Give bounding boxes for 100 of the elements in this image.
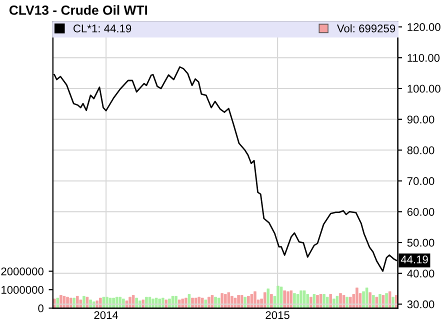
bar	[217, 298, 220, 308]
bar	[174, 296, 178, 308]
bar	[227, 292, 230, 308]
bar	[82, 296, 86, 308]
bar	[237, 295, 240, 308]
bar	[208, 296, 210, 308]
bar	[372, 295, 375, 308]
bar	[329, 294, 332, 308]
y2-tick-label: 60.00	[407, 208, 434, 216]
bar	[118, 296, 122, 308]
bar	[145, 296, 148, 308]
bar	[240, 295, 244, 308]
bar	[122, 298, 125, 308]
bar	[108, 298, 112, 308]
bar	[112, 298, 115, 308]
bar	[181, 298, 184, 308]
legend-label: CL*1: 44.19	[74, 24, 132, 32]
bar	[296, 294, 300, 308]
bar	[270, 294, 273, 308]
bar	[319, 294, 322, 308]
y2-tick-label: 120.00	[408, 23, 440, 32]
bar	[72, 298, 76, 308]
bar	[200, 298, 204, 308]
bar	[220, 293, 224, 308]
bar	[342, 295, 346, 308]
bar	[306, 294, 309, 308]
bar	[76, 296, 79, 308]
bar	[312, 294, 316, 308]
y2-tick-label: 30.00	[407, 300, 434, 308]
bar	[171, 296, 174, 308]
bar	[339, 293, 342, 308]
bar	[86, 296, 89, 308]
bar	[348, 296, 352, 308]
y2-tick-label: 100.00	[408, 84, 440, 93]
bar	[250, 294, 254, 308]
y2-tick-label: 110.00	[408, 54, 440, 62]
bar	[128, 296, 132, 308]
x-tick-label: 2014	[94, 311, 118, 320]
bar	[378, 294, 382, 308]
bar	[385, 293, 388, 308]
bar	[310, 296, 312, 308]
bar	[286, 291, 290, 308]
legend-label: Vol: 699259	[336, 24, 396, 32]
bar	[316, 295, 319, 308]
bar	[184, 298, 188, 308]
bar	[168, 298, 171, 308]
chart-title: CLV13 - Crude Oil WTI	[9, 5, 148, 15]
bar	[224, 294, 227, 308]
bar	[66, 296, 69, 308]
y-tick-label: 1000000	[2, 286, 44, 294]
bar	[283, 290, 286, 308]
bar	[382, 295, 385, 308]
bar	[56, 298, 60, 308]
bar	[276, 286, 280, 308]
bar	[375, 296, 378, 308]
y-tick-label: 2000000	[1, 267, 44, 276]
x-tick-label: 2015	[266, 311, 290, 320]
bar	[69, 298, 72, 308]
bar	[365, 288, 368, 308]
bar	[247, 296, 250, 308]
y2-tick-label: 50.00	[407, 238, 434, 247]
bar	[368, 292, 372, 308]
bar	[244, 296, 247, 308]
bar	[230, 296, 234, 308]
bar	[392, 296, 395, 308]
bar	[300, 290, 302, 308]
bar	[154, 298, 158, 308]
bar	[362, 291, 365, 308]
bar	[60, 295, 62, 308]
bar	[188, 294, 191, 308]
bar	[158, 298, 161, 308]
bar	[356, 288, 358, 308]
bar	[198, 296, 200, 308]
bar	[194, 298, 198, 308]
bar	[135, 298, 138, 308]
y2-tick-label: 70.00	[407, 177, 434, 186]
bar	[280, 286, 283, 308]
y-tick-label: 0	[38, 304, 44, 312]
bar	[266, 288, 270, 308]
bar	[62, 296, 66, 308]
bar	[162, 298, 164, 308]
bar	[191, 298, 194, 308]
bar	[210, 295, 214, 308]
y2-tick-label: 40.00	[407, 270, 434, 278]
bar	[302, 290, 306, 308]
bar	[99, 298, 102, 308]
y2-tick-label: 80.00	[407, 146, 434, 154]
bar	[214, 296, 217, 308]
y2-tick-label: 90.00	[407, 116, 434, 124]
bar	[290, 290, 293, 308]
bar	[254, 291, 256, 308]
bar	[234, 298, 237, 308]
bar	[132, 295, 135, 308]
bar	[346, 296, 348, 308]
text: 44.19	[400, 256, 428, 264]
bar	[115, 296, 118, 308]
bar	[322, 294, 326, 308]
bar	[106, 296, 108, 308]
bar	[263, 292, 266, 308]
bar	[102, 296, 106, 308]
